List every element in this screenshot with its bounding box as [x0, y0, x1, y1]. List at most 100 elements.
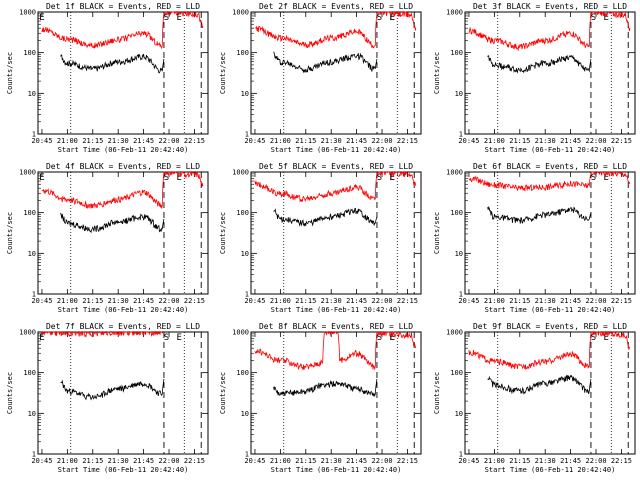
x-tick-label: 22:00 [585, 297, 606, 305]
panel-title: Det 5f BLACK = Events, RED = LLD [259, 162, 413, 171]
plot-frame [464, 171, 636, 295]
x-tick-label: 20:45 [31, 297, 52, 305]
y-tick-label: 1000 [232, 169, 249, 177]
marker-letter: E [390, 173, 395, 183]
y-tick-label: 100 [23, 49, 36, 57]
panel-chart: Det 3f BLACK = Events, RED = LLD 1000 100 1… [433, 2, 636, 154]
detector-panel-9: Det 9f BLACK = Events, RED = LLD 1000 100 1… [427, 320, 640, 480]
plot-frame [37, 331, 209, 455]
y-axis-label: Counts/sec [433, 212, 441, 254]
x-tick-label: 22:15 [184, 137, 205, 145]
y-tick-label: 10 [454, 410, 462, 418]
detector-panel-5: Det 5f BLACK = Events, RED = LLD 1000 100 1… [213, 160, 426, 320]
x-tick-label: 22:00 [585, 137, 606, 145]
x-axis-label: Start Time (06-Feb-11 20:42:40) [484, 466, 615, 474]
x-tick-label: 21:00 [270, 297, 291, 305]
marker-letter: E [39, 13, 44, 23]
events-series-line [273, 378, 378, 398]
y-axis-label: Counts/sec [6, 52, 14, 94]
marker-letter: E [390, 13, 395, 23]
marker-letter: S [377, 333, 382, 343]
x-axis-label: Start Time (06-Feb-11 20:42:40) [58, 466, 189, 474]
x-tick-label: 21:30 [321, 457, 342, 465]
y-tick-label: 10 [28, 250, 36, 258]
y-tick-label: 1 [32, 451, 36, 459]
lld-series-line [41, 10, 204, 50]
y-tick-label: 10 [454, 250, 462, 258]
events-series-line [60, 378, 165, 401]
y-axis-label: Counts/sec [219, 372, 227, 414]
x-tick-label: 21:30 [108, 297, 129, 305]
y-tick-label: 10 [241, 410, 249, 418]
x-axis-label: Start Time (06-Feb-11 20:42:40) [484, 306, 615, 314]
marker-letter: S [377, 13, 382, 23]
y-axis-label: Counts/sec [219, 212, 227, 254]
panel-title: Det 9f BLACK = Events, RED = LLD [473, 322, 627, 331]
x-tick-label: 22:00 [158, 457, 179, 465]
x-axis-label: Start Time (06-Feb-11 20:42:40) [271, 306, 402, 314]
detector-panel-8: Det 8f BLACK = Events, RED = LLD 1000 100 1… [213, 320, 426, 480]
x-tick-label: 20:45 [458, 137, 479, 145]
x-tick-label: 20:45 [458, 457, 479, 465]
panel-chart: Det 2f BLACK = Events, RED = LLD 1000 100 1… [219, 2, 422, 154]
marker-letter: S [164, 333, 169, 343]
x-tick-label: 22:15 [397, 457, 418, 465]
y-tick-label: 10 [28, 410, 36, 418]
x-tick-label: 21:00 [270, 137, 291, 145]
events-series-line [486, 54, 591, 74]
panel-chart: Det 4f BLACK = Events, RED = LLD 1000 100 1… [6, 162, 209, 314]
events-series-line [60, 53, 165, 74]
events-series-line [273, 51, 378, 74]
y-tick-label: 1000 [19, 9, 36, 17]
x-tick-label: 21:30 [108, 137, 129, 145]
y-tick-label: 100 [237, 369, 250, 377]
x-tick-label: 22:00 [585, 457, 606, 465]
x-tick-label: 20:45 [31, 457, 52, 465]
x-tick-label: 22:15 [397, 297, 418, 305]
panel-chart: Det 5f BLACK = Events, RED = LLD 1000 100 1… [219, 162, 422, 314]
y-tick-label: 1 [245, 131, 249, 139]
panel-title: Det 4f BLACK = Events, RED = LLD [46, 162, 200, 171]
y-tick-label: 1000 [19, 169, 36, 177]
y-tick-label: 1000 [19, 329, 36, 337]
detector-panel-3: Det 3f BLACK = Events, RED = LLD 1000 100 1… [427, 0, 640, 160]
x-tick-label: 21:45 [560, 297, 581, 305]
x-tick-label: 21:30 [534, 297, 555, 305]
x-tick-label: 21:45 [346, 457, 367, 465]
detector-panel-6: Det 6f BLACK = Events, RED = LLD 1000 100 1… [427, 160, 640, 320]
y-tick-label: 1 [458, 451, 462, 459]
x-tick-label: 21:00 [57, 297, 78, 305]
panel-title: Det 3f BLACK = Events, RED = LLD [473, 2, 627, 11]
panel-title: Det 7f BLACK = Events, RED = LLD [46, 322, 200, 331]
x-tick-label: 22:00 [158, 137, 179, 145]
x-tick-label: 21:45 [133, 137, 154, 145]
marker-letter: E [39, 333, 44, 343]
x-tick-label: 20:45 [245, 297, 266, 305]
x-tick-label: 22:15 [610, 137, 631, 145]
x-tick-label: 21:00 [270, 457, 291, 465]
x-tick-label: 21:45 [346, 297, 367, 305]
y-tick-label: 100 [450, 369, 463, 377]
plot-frame [464, 331, 636, 455]
lld-series-line [41, 170, 204, 209]
detector-panel-1: Det 1f BLACK = Events, RED = LLD 1000 100 1… [0, 0, 213, 160]
x-tick-label: 21:30 [321, 297, 342, 305]
x-tick-label: 21:15 [296, 297, 317, 305]
y-tick-label: 1000 [232, 9, 249, 17]
x-tick-label: 21:30 [534, 137, 555, 145]
x-tick-label: 22:15 [610, 297, 631, 305]
marker-letter: E [176, 333, 181, 343]
x-tick-label: 22:15 [184, 457, 205, 465]
x-axis-label: Start Time (06-Feb-11 20:42:40) [484, 146, 615, 154]
plot-frame [37, 11, 209, 135]
lld-series-line [468, 330, 630, 371]
panel-title: Det 1f BLACK = Events, RED = LLD [46, 2, 200, 11]
y-axis-label: Counts/sec [6, 212, 14, 254]
y-tick-label: 1000 [446, 329, 463, 337]
x-axis-label: Start Time (06-Feb-11 20:42:40) [58, 306, 189, 314]
x-tick-label: 21:15 [509, 137, 530, 145]
y-tick-label: 100 [450, 49, 463, 57]
x-tick-label: 22:00 [372, 137, 393, 145]
panel-chart: Det 9f BLACK = Events, RED = LLD 1000 100 1… [433, 322, 636, 474]
